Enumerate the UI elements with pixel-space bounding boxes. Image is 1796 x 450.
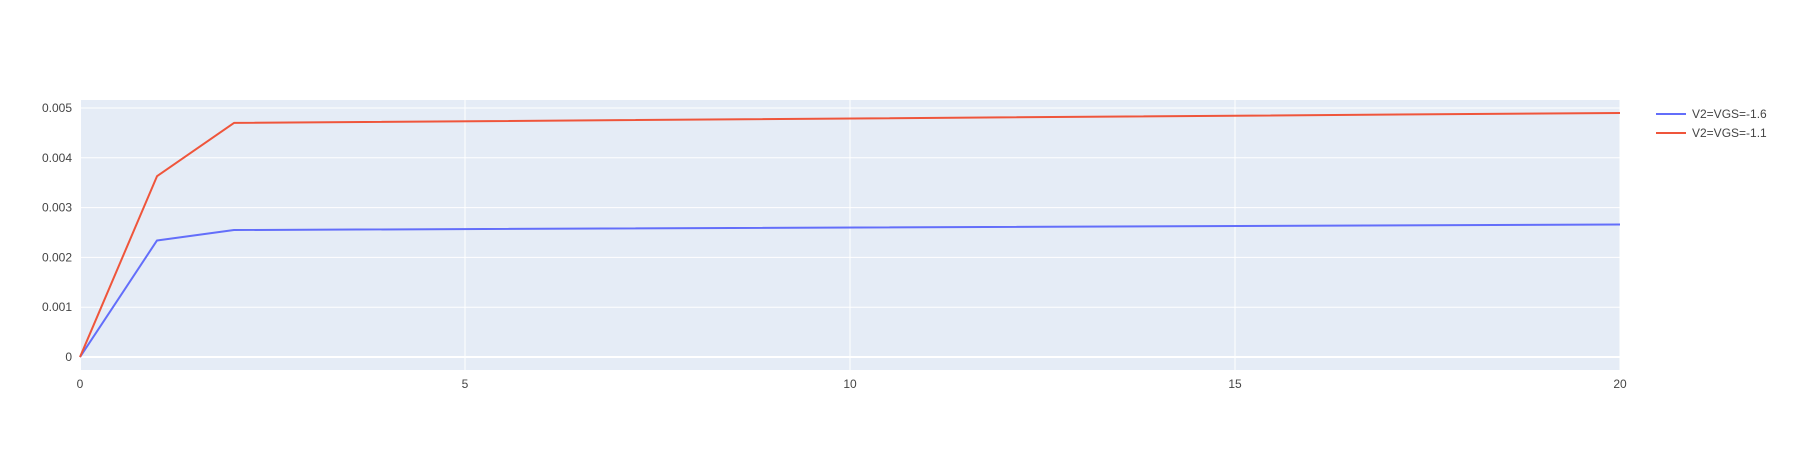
legend-item-2[interactable]: V2=VGS=-1.1 xyxy=(1656,126,1767,140)
series-line-2 xyxy=(79,111,1621,358)
y-axis-ticks: 0 0.001 0.002 0.003 0.004 0.005 xyxy=(42,101,72,364)
legend-item-1[interactable]: V2=VGS=-1.6 xyxy=(1656,107,1767,121)
x-axis-ticks: 0 5 10 15 20 xyxy=(77,377,1627,391)
x-tick-label: 5 xyxy=(462,377,469,391)
series-line-1 xyxy=(79,223,1621,358)
y-tick-label: 0.004 xyxy=(42,151,72,165)
x-tick-label: 15 xyxy=(1228,377,1242,391)
y-tick-label: 0.005 xyxy=(42,101,72,115)
series-lines xyxy=(79,111,1621,358)
x-gridlines xyxy=(79,100,1621,370)
x-tick-label: 10 xyxy=(843,377,857,391)
x-tick-label: 20 xyxy=(1613,377,1627,391)
x-tick-label: 0 xyxy=(77,377,84,391)
legend-label: V2=VGS=-1.1 xyxy=(1692,126,1767,140)
y-tick-label: 0 xyxy=(65,350,72,364)
y-tick-label: 0.001 xyxy=(42,300,72,314)
y-tick-label: 0.003 xyxy=(42,201,72,215)
y-tick-label: 0.002 xyxy=(42,250,72,264)
legend[interactable]: V2=VGS=-1.6 V2=VGS=-1.1 xyxy=(1656,107,1767,140)
legend-label: V2=VGS=-1.6 xyxy=(1692,107,1767,121)
